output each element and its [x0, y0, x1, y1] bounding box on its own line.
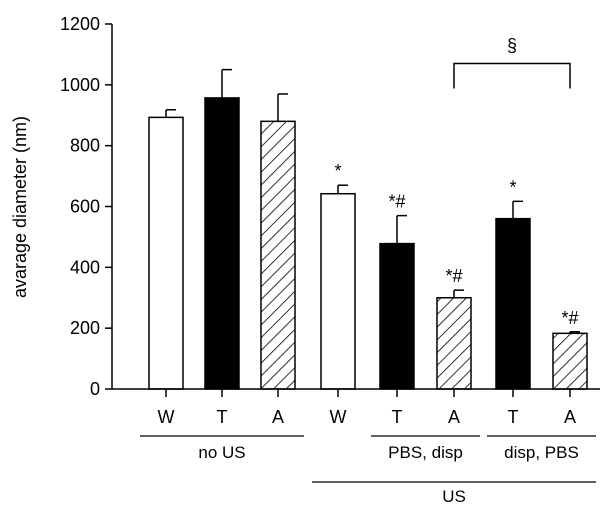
group-label: PBS, disp — [388, 443, 463, 462]
y-tick-label: 600 — [70, 197, 100, 217]
significance-mark: *# — [388, 192, 405, 212]
x-category-label: T — [217, 407, 228, 427]
bar — [260, 120, 296, 390]
y-tick-label: 1200 — [60, 14, 100, 34]
y-axis: 0 200 400 600 800 1000 1200 — [60, 14, 113, 399]
x-category-label: T — [508, 407, 519, 427]
group-labels: no US PBS, disp disp, PBS US — [140, 435, 596, 506]
significance-mark: * — [509, 177, 516, 197]
x-category-label: W — [158, 407, 175, 427]
bar — [436, 297, 472, 390]
bars: * *# *# * *# — [148, 68, 588, 390]
significance-bracket: § — [453, 36, 571, 89]
y-tick-label: 0 — [90, 379, 100, 399]
x-category-label: T — [392, 407, 403, 427]
y-tick-label: 1000 — [60, 75, 100, 95]
bar — [552, 332, 588, 390]
x-category-label: W — [330, 407, 347, 427]
bracket-line — [453, 62, 571, 89]
group-label: US — [442, 487, 466, 506]
bracket-label: § — [507, 36, 517, 56]
significance-mark: * — [334, 161, 341, 181]
x-category-label: A — [448, 407, 460, 427]
bar — [495, 217, 531, 390]
significance-mark: *# — [561, 308, 578, 328]
bar — [204, 97, 240, 390]
bar — [379, 242, 415, 390]
bar — [148, 116, 184, 390]
x-category-label: A — [272, 407, 284, 427]
significance-mark: *# — [445, 266, 462, 286]
y-tick-label: 400 — [70, 257, 100, 277]
bar — [320, 192, 356, 390]
y-tick-label: 800 — [70, 136, 100, 156]
group-label: disp, PBS — [504, 443, 579, 462]
group-label: no US — [198, 443, 245, 462]
x-category-label: A — [564, 407, 576, 427]
y-axis-label: avarage diameter (nm) — [10, 116, 30, 298]
y-tick-label: 200 — [70, 318, 100, 338]
